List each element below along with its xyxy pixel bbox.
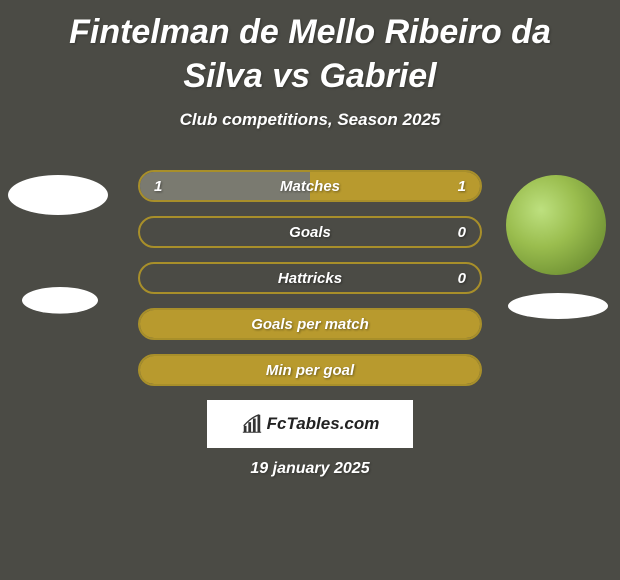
stat-label: Min per goal [140, 362, 480, 379]
player2-avatar-area [506, 170, 610, 319]
player2-avatar-small-icon [508, 293, 608, 319]
stat-label: Goals [140, 224, 480, 241]
comparison-subtitle: Club competitions, Season 2025 [0, 110, 620, 130]
player1-avatar-area [8, 170, 112, 363]
bars-area: 1Matches1Goals0Hattricks0Goals per match… [138, 170, 482, 400]
player1-avatar-icon [8, 175, 108, 215]
stat-bar-row: Goals per match [138, 308, 482, 340]
stat-bar-row: Goals0 [138, 216, 482, 248]
logo-content: FcTables.com [241, 413, 380, 435]
comparison-area: 1Matches1Goals0Hattricks0Goals per match… [0, 170, 620, 420]
logo-text: FcTables.com [267, 414, 380, 434]
comparison-title: Fintelman de Mello Ribeiro da Silva vs G… [0, 0, 620, 98]
bar-chart-icon [241, 413, 263, 435]
stat-bar-row: Min per goal [138, 354, 482, 386]
stat-label: Matches [140, 178, 480, 195]
stat-label: Hattricks [140, 270, 480, 287]
stat-value-right: 0 [458, 224, 466, 241]
date-text: 19 january 2025 [250, 460, 369, 478]
player1-avatar-small-icon [22, 287, 98, 314]
stat-bar-row: Hattricks0 [138, 262, 482, 294]
player2-avatar-icon [506, 175, 606, 275]
stat-value-right: 1 [458, 178, 466, 195]
logo-box: FcTables.com [207, 400, 413, 448]
main-container: Fintelman de Mello Ribeiro da Silva vs G… [0, 0, 620, 580]
stat-bar-row: 1Matches1 [138, 170, 482, 202]
stat-value-right: 0 [458, 270, 466, 287]
stat-label: Goals per match [140, 316, 480, 333]
